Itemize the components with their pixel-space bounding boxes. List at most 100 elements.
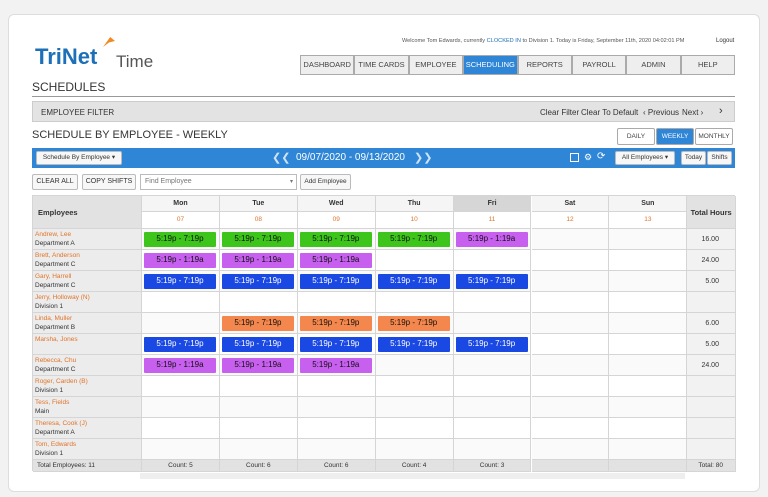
day-name: Wed <box>297 196 376 212</box>
shift[interactable]: 5:19p - 7:19p <box>144 274 216 289</box>
day-cell: 5:19p - 1:19a <box>297 355 376 376</box>
refresh-icon[interactable]: ⟳ <box>597 151 606 162</box>
shifts-button[interactable]: Shifts <box>707 151 732 165</box>
shift[interactable]: 5:19p - 7:19p <box>221 316 294 331</box>
day-cell <box>609 271 688 292</box>
shift[interactable]: 5:19p - 7:19p <box>377 274 450 289</box>
today-button[interactable]: Today <box>681 151 706 165</box>
employee-name[interactable]: Gary, Harrell <box>35 273 72 280</box>
day-cell: 5:19p - 7:19p <box>219 334 298 355</box>
employee-name[interactable]: Andrew, Lee <box>35 231 72 238</box>
brand-swoosh <box>103 37 115 47</box>
shift[interactable]: 5:19p - 1:19a <box>144 358 216 373</box>
employee-name[interactable]: Marsha, Jones <box>35 336 78 343</box>
employee-dept: Division 1 <box>35 450 64 457</box>
prev-week[interactable]: ❮❮ <box>272 152 291 164</box>
previous-text[interactable]: Previous <box>647 108 680 117</box>
day-cell <box>219 439 298 460</box>
employee-name[interactable]: Tom, Edwards <box>35 441 77 448</box>
day-cell <box>142 397 220 418</box>
nav-tab[interactable]: HELP <box>680 55 735 75</box>
shift[interactable]: 5:19p - 7:19p <box>377 316 450 331</box>
nav-tab[interactable]: TIME CARDS <box>354 55 409 75</box>
day-cell <box>219 418 298 439</box>
nav-tab[interactable]: ADMIN <box>626 55 681 75</box>
find-employee[interactable]: Find Employee ▾ <box>140 174 297 190</box>
nav-tab[interactable]: EMPLOYEE <box>408 55 464 75</box>
mode-select[interactable]: Schedule By Employee ▾ <box>36 151 122 165</box>
divider <box>32 96 735 97</box>
nav-tab[interactable]: REPORTS <box>517 55 572 75</box>
calendar-icon[interactable] <box>570 153 579 162</box>
total-cell <box>687 292 736 313</box>
day-cell <box>297 439 376 460</box>
shift[interactable]: 5:19p - 1:19a <box>455 232 528 247</box>
employee-cell: Gary, Harrell Department C <box>33 271 142 292</box>
view-button[interactable]: WEEKLY <box>656 128 694 145</box>
nav-tab[interactable]: PAYROLL <box>571 55 627 75</box>
employee-name[interactable]: Roger, Carden (B) <box>35 378 88 385</box>
clear-default[interactable]: Clear To Default <box>581 108 639 117</box>
shift[interactable]: 5:19p - 7:19p <box>299 274 372 289</box>
shift[interactable]: 5:19p - 7:19p <box>144 337 216 352</box>
day-cell <box>219 292 298 313</box>
day-cell <box>531 271 610 292</box>
copy-shifts[interactable]: COPY SHIFTS <box>82 174 136 190</box>
shift[interactable]: 5:19p - 1:19a <box>299 253 372 268</box>
shift[interactable]: 5:19p - 7:19p <box>221 274 294 289</box>
shift[interactable]: 5:19p - 7:19p <box>299 337 372 352</box>
next-text[interactable]: Next <box>682 108 699 117</box>
add-employee[interactable]: Add Employee <box>300 174 351 190</box>
day-cell: 5:19p - 7:19p <box>297 229 376 250</box>
status-detail: to Division 1. Today is Friday, Septembe… <box>522 38 685 44</box>
settings-icon[interactable]: ⚙ <box>584 152 593 162</box>
shift[interactable]: 5:19p - 7:19p <box>144 232 216 247</box>
employee-name[interactable]: Tess, Fields <box>35 399 70 406</box>
view-button[interactable]: DAILY <box>617 128 655 145</box>
day-cell: 5:19p - 1:19a <box>142 250 220 271</box>
shift[interactable]: 5:19p - 7:19p <box>455 274 528 289</box>
shift[interactable]: 5:19p - 7:19p <box>221 232 294 247</box>
employees-text[interactable]: All Employees <box>621 154 664 161</box>
clear-all[interactable]: CLEAR ALL <box>32 174 78 190</box>
day-cell <box>609 292 688 313</box>
shift[interactable]: 5:19p - 7:19p <box>455 337 528 352</box>
employee-dept: Main <box>35 408 50 415</box>
previous[interactable]: ‹ Previous <box>643 108 680 117</box>
clear-filter[interactable]: Clear Filter <box>540 108 580 117</box>
scrollbar[interactable] <box>140 473 685 479</box>
expand[interactable]: › <box>719 105 723 117</box>
employee-name[interactable]: Brett, Anderson <box>35 252 80 259</box>
employee-name[interactable]: Linda, Muller <box>35 315 73 322</box>
view-button[interactable]: MONTHLY <box>695 128 733 145</box>
shift[interactable]: 5:19p - 1:19a <box>221 253 294 268</box>
employee-name[interactable]: Jerry, Holloway (N) <box>35 294 90 301</box>
day-name: Mon <box>142 196 220 212</box>
employees-select[interactable]: All Employees ▾ <box>615 151 675 165</box>
shift[interactable]: 5:19p - 7:19p <box>377 232 450 247</box>
employee-name[interactable]: Theresa, Cook (J) <box>35 420 88 427</box>
toolbar: Schedule By Employee ▾ ❮❮ 09/07/2020 - 0… <box>32 148 735 168</box>
day-cell <box>297 292 376 313</box>
logout[interactable]: Logout <box>716 38 735 44</box>
shift[interactable]: 5:19p - 1:19a <box>144 253 216 268</box>
shift[interactable]: 5:19p - 7:19p <box>377 337 450 352</box>
next[interactable]: Next › <box>682 108 704 117</box>
shift[interactable]: 5:19p - 7:19p <box>299 316 372 331</box>
nav-tab[interactable]: SCHEDULING <box>463 55 518 75</box>
total-cell <box>687 439 736 460</box>
shift[interactable]: 5:19p - 7:19p <box>299 232 372 247</box>
day-cell <box>453 313 532 334</box>
employee-name[interactable]: Rebecca, Chu <box>35 357 77 364</box>
day-cell: 5:19p - 7:19p <box>375 313 454 334</box>
shift[interactable]: 5:19p - 1:19a <box>299 358 372 373</box>
shift[interactable]: 5:19p - 1:19a <box>221 358 294 373</box>
next-week[interactable]: ❯❯ <box>414 152 433 164</box>
day-cell <box>453 376 532 397</box>
mode-text[interactable]: Schedule By Employee <box>42 154 111 161</box>
day-cell <box>375 292 454 313</box>
nav-tab[interactable]: DASHBOARD <box>300 55 355 75</box>
day-cell <box>453 292 532 313</box>
employee-dept: Division 1 <box>35 303 64 310</box>
shift[interactable]: 5:19p - 7:19p <box>221 337 294 352</box>
